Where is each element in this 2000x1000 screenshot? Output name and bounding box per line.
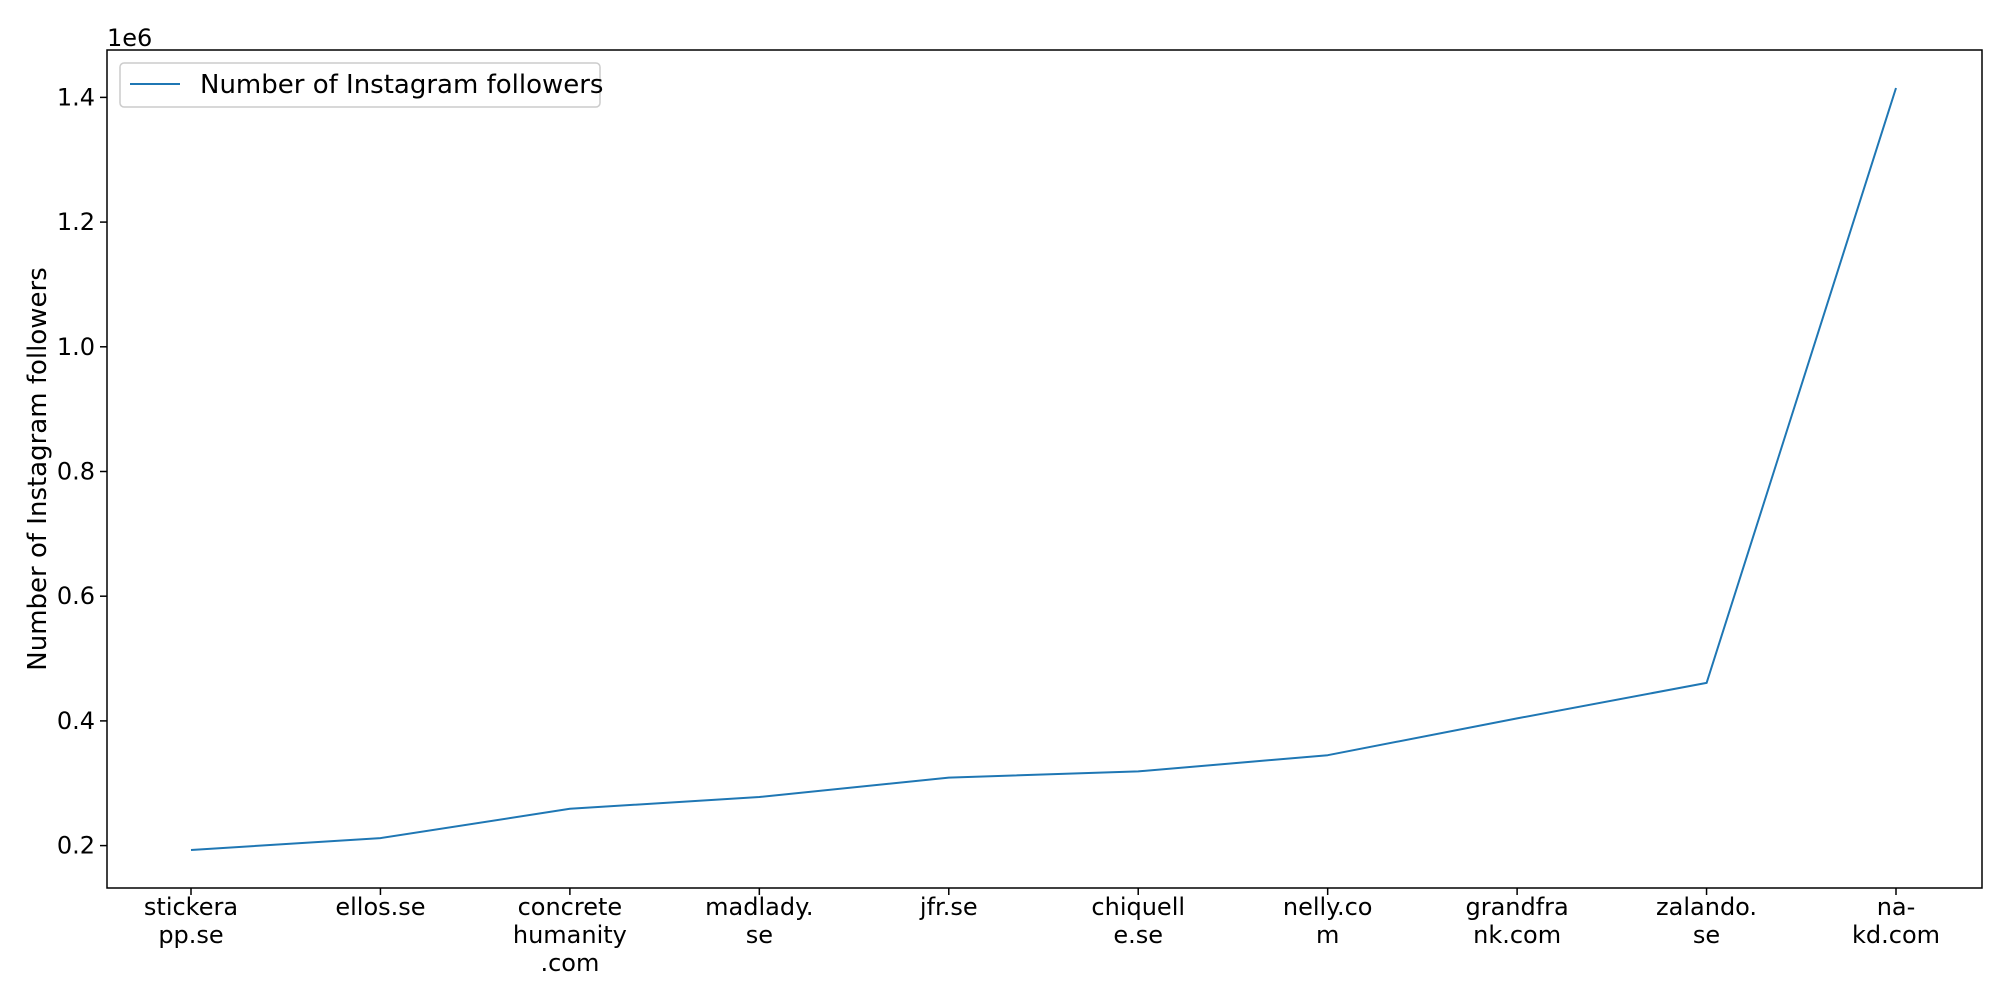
series-group — [190, 87, 1897, 851]
y-tick-label: 1.2 — [57, 208, 95, 236]
y-tick-label: 1.4 — [57, 83, 95, 111]
x-tick-label: madlady. se — [705, 893, 813, 949]
y-axis: 0.2 0.4 0.6 0.8 1.0 1.2 1.4 — [57, 83, 107, 860]
x-tick-label: chiquell e.se — [1091, 893, 1185, 949]
y-tick-label: 0.6 — [57, 582, 95, 610]
x-tick-label: concrete humanity .com — [513, 893, 627, 977]
x-tick-label: na-kd.com — [1852, 893, 1940, 949]
x-axis: stickera pp.se ellos.se concrete humanity .co… — [144, 888, 1940, 977]
x-tick-label: zalando. se — [1656, 893, 1757, 949]
y-tick-label: 0.8 — [57, 457, 95, 485]
x-tick-label: ellos.se — [335, 893, 425, 921]
y-axis-offset-label: 1e6 — [107, 24, 152, 52]
legend: Number of Instagram followers — [119, 62, 603, 108]
x-tick-label: grandfra nk.com — [1465, 893, 1568, 949]
y-tick-label: 0.4 — [57, 707, 95, 735]
x-tick-label: nelly.co m — [1283, 893, 1373, 949]
y-tick-label: 0.2 — [57, 832, 95, 860]
series-line — [190, 87, 1897, 851]
legend-box — [119, 62, 601, 108]
x-tick-label: jfr.se — [919, 893, 978, 921]
y-tick-label: 1.0 — [57, 333, 95, 361]
legend-label: Number of Instagram followers — [200, 70, 603, 100]
y-axis-label: Number of Instagram followers — [23, 267, 53, 670]
plot-frame — [106, 49, 1983, 889]
x-tick-label: stickera pp.se — [144, 893, 238, 949]
